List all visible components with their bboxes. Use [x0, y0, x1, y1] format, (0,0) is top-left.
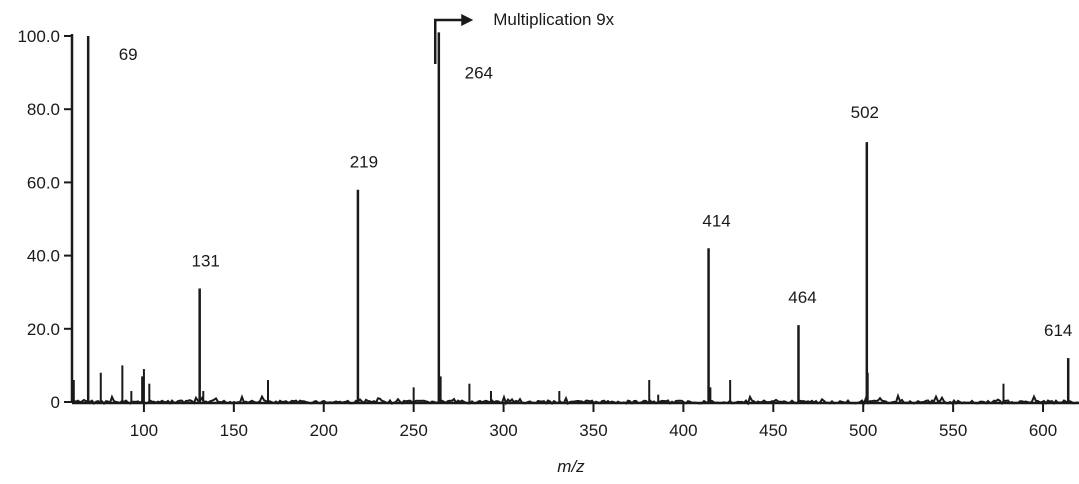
y-tick-label: 60.0 [27, 173, 60, 192]
x-tick-label: 600 [1029, 421, 1057, 440]
axes [70, 34, 1079, 405]
x-tick-label: 400 [669, 421, 697, 440]
x-tick-label: 300 [489, 421, 517, 440]
peak-label-464: 464 [788, 288, 816, 307]
y-tick-label: 100.0 [17, 27, 60, 46]
x-axis-title: m/z [557, 457, 585, 476]
peak-label-414: 414 [702, 211, 730, 230]
y-tick-label: 0 [51, 393, 60, 412]
x-tick-label: 100 [130, 421, 158, 440]
y-tick-label: 20.0 [27, 320, 60, 339]
x-tick-label: 250 [399, 421, 427, 440]
peak-label-69: 69 [119, 45, 138, 64]
x-tick-label: 550 [939, 421, 967, 440]
peak-label-614: 614 [1044, 321, 1072, 340]
x-tick-label: 450 [759, 421, 787, 440]
annotation-text: Multiplication 9x [493, 10, 614, 29]
multiplication-annotation: Multiplication 9x [433, 10, 615, 64]
x-tick-label: 150 [220, 421, 248, 440]
peak-label-502: 502 [851, 103, 879, 122]
peak-label-264: 264 [465, 63, 493, 82]
y-tick-label: 80.0 [27, 100, 60, 119]
peak-labels: 69 131 219 264 414 464 502 614 [119, 45, 1073, 340]
x-tick-label: 500 [849, 421, 877, 440]
peaks [72, 32, 1070, 402]
annotation-arrow [433, 18, 464, 64]
ticks: 0 20.0 40.0 60.0 80.0 100.0 100 150 200 250 300 350… [17, 27, 1057, 440]
peak-label-219: 219 [350, 153, 378, 172]
peak-label-131: 131 [191, 252, 219, 271]
annotation-arrowhead [461, 14, 474, 26]
x-tick-label: 350 [579, 421, 607, 440]
y-tick-label: 40.0 [27, 247, 60, 266]
x-tick-label: 200 [310, 421, 338, 440]
